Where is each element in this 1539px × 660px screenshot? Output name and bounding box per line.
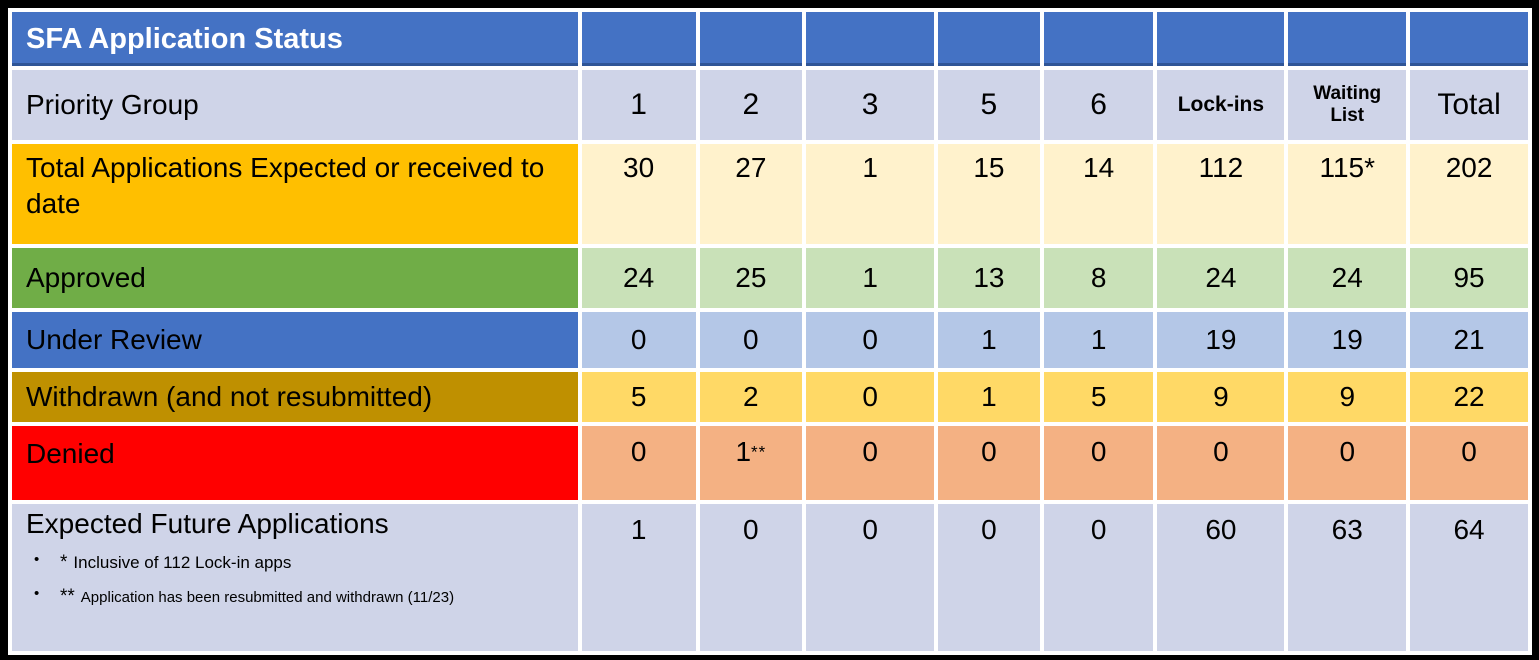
- title-row-spacer-4: [934, 8, 1044, 70]
- column-header-lock-ins: Lock-ins: [1153, 66, 1289, 144]
- column-header-1: 1: [577, 66, 700, 144]
- column-header-waiting-list: Waiting List: [1284, 66, 1411, 144]
- title-row: SFA Application Status: [8, 8, 1532, 70]
- cell-approved-pg3: 1: [802, 244, 939, 312]
- cell-approved-lockins: 24: [1153, 244, 1289, 312]
- expected-future-row: Expected Future Applications * Inclusive …: [8, 500, 1532, 655]
- cell-expected-pg6: 0: [1039, 500, 1158, 655]
- cell-total-apps-pg5: 15: [934, 140, 1044, 248]
- title-row-spacer-1: [577, 8, 700, 70]
- row-label-under-review: Under Review: [8, 308, 582, 372]
- row-label-approved: Approved: [8, 244, 582, 312]
- cell-approved-pg1: 24: [577, 244, 700, 312]
- sfa-application-status-table: SFA Application Status Priority Group 1 …: [8, 8, 1532, 655]
- footnote-list: * Inclusive of 112 Lock-in apps ** Applica…: [14, 550, 576, 610]
- cell-denied-total: 0: [1406, 422, 1532, 504]
- cell-expected-pg3: 0: [802, 500, 939, 655]
- cell-under-review-pg3: 0: [802, 308, 939, 372]
- cell-under-review-pg1: 0: [577, 308, 700, 372]
- cell-total-apps-pg1: 30: [577, 140, 700, 248]
- cell-under-review-pg6: 1: [1039, 308, 1158, 372]
- title-row-spacer-3: [802, 8, 939, 70]
- cell-expected-pg5: 0: [934, 500, 1044, 655]
- cell-denied-pg3: 0: [802, 422, 939, 504]
- cell-denied-pg2: 1**: [695, 422, 807, 504]
- cell-expected-pg1: 1: [577, 500, 700, 655]
- total-applications-row: Total Applications Expected or received …: [8, 140, 1532, 248]
- column-header-6: 6: [1039, 66, 1158, 144]
- cell-under-review-lockins: 19: [1153, 308, 1289, 372]
- cell-withdrawn-total: 22: [1406, 368, 1532, 426]
- withdrawn-row: Withdrawn (and not resubmitted) 5 2 0 1 …: [8, 368, 1532, 426]
- cell-withdrawn-pg2: 2: [695, 368, 807, 426]
- cell-expected-total: 64: [1406, 500, 1532, 655]
- denied-pg2-footnote-marker: **: [751, 442, 767, 462]
- denied-pg2-value: 1: [735, 436, 752, 467]
- cell-approved-pg6: 8: [1039, 244, 1158, 312]
- title-row-spacer-6: [1153, 8, 1289, 70]
- footnote-text: Application has been resubmitted and wit…: [80, 588, 455, 606]
- cell-total-apps-pg3: 1: [802, 140, 939, 248]
- cell-under-review-pg5: 1: [934, 308, 1044, 372]
- cell-approved-pg5: 13: [934, 244, 1044, 312]
- cell-withdrawn-pg6: 5: [1039, 368, 1158, 426]
- column-header-3: 3: [802, 66, 939, 144]
- row-label-expected-future: Expected Future Applications * Inclusive …: [8, 500, 582, 655]
- footnote-resubmitted-withdrawn: ** Application has been resubmitted and w…: [34, 584, 480, 610]
- cell-expected-pg2: 0: [695, 500, 807, 655]
- column-header-2: 2: [695, 66, 807, 144]
- cell-denied-waiting: 0: [1284, 422, 1411, 504]
- under-review-row: Under Review 0 0 0 1 1 19 19 21: [8, 308, 1532, 372]
- cell-approved-waiting: 24: [1284, 244, 1411, 312]
- cell-under-review-pg2: 0: [695, 308, 807, 372]
- approved-row: Approved 24 25 1 13 8 24 24 95: [8, 244, 1532, 312]
- title-row-spacer-5: [1039, 8, 1158, 70]
- cell-withdrawn-pg5: 1: [934, 368, 1044, 426]
- cell-approved-pg2: 25: [695, 244, 807, 312]
- title-row-spacer-7: [1284, 8, 1411, 70]
- cell-total-apps-waiting: 115*: [1284, 140, 1411, 248]
- cell-withdrawn-lockins: 9: [1153, 368, 1289, 426]
- cell-under-review-total: 21: [1406, 308, 1532, 372]
- cell-denied-pg5: 0: [934, 422, 1044, 504]
- table-title: SFA Application Status: [8, 8, 582, 70]
- row-label-total-applications: Total Applications Expected or received …: [8, 140, 582, 248]
- cell-total-apps-total: 202: [1406, 140, 1532, 248]
- cell-total-apps-lockins: 112: [1153, 140, 1289, 248]
- footnote-lock-in-apps: * Inclusive of 112 Lock-in apps: [34, 550, 576, 576]
- cell-denied-pg1: 0: [577, 422, 700, 504]
- column-header-5: 5: [934, 66, 1044, 144]
- cell-denied-lockins: 0: [1153, 422, 1289, 504]
- cell-denied-pg6: 0: [1039, 422, 1158, 504]
- title-row-spacer-8: [1406, 8, 1532, 70]
- cell-withdrawn-pg1: 5: [577, 368, 700, 426]
- cell-total-apps-pg6: 14: [1039, 140, 1158, 248]
- expected-future-heading: Expected Future Applications: [26, 508, 389, 539]
- denied-row: Denied 0 1** 0 0 0 0 0 0: [8, 422, 1532, 504]
- cell-total-apps-pg2: 27: [695, 140, 807, 248]
- priority-group-label: Priority Group: [8, 66, 582, 144]
- cell-expected-waiting: 63: [1284, 500, 1411, 655]
- footnote-text: Inclusive of 112 Lock-in apps: [73, 553, 292, 572]
- cell-expected-lockins: 60: [1153, 500, 1289, 655]
- row-label-denied: Denied: [8, 422, 582, 504]
- row-label-withdrawn: Withdrawn (and not resubmitted): [8, 368, 582, 426]
- footnote-marker-single-asterisk: *: [60, 552, 68, 573]
- cell-withdrawn-pg3: 0: [802, 368, 939, 426]
- priority-group-header-row: Priority Group 1 2 3 5 6 Lock-ins Waitin…: [8, 66, 1532, 144]
- cell-approved-total: 95: [1406, 244, 1532, 312]
- cell-withdrawn-waiting: 9: [1284, 368, 1411, 426]
- cell-under-review-waiting: 19: [1284, 308, 1411, 372]
- title-row-spacer-2: [695, 8, 807, 70]
- column-header-total: Total: [1406, 66, 1532, 144]
- footnote-marker-double-asterisk: **: [60, 585, 75, 607]
